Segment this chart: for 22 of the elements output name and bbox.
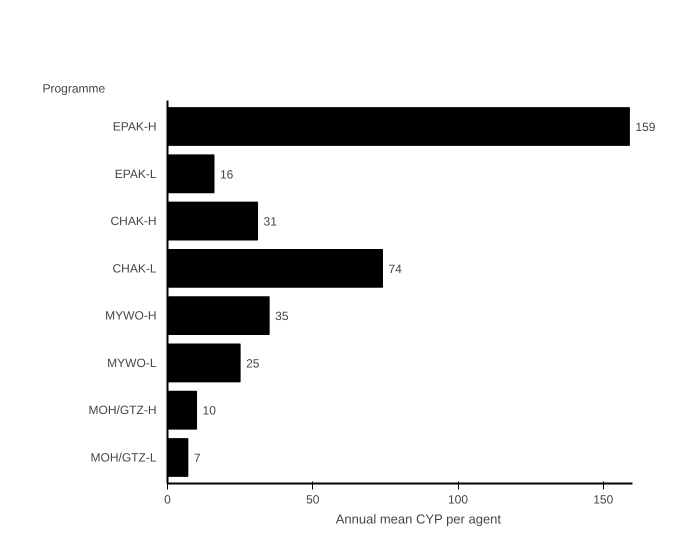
data-label: 74 — [388, 262, 402, 276]
x-tick-label: 0 — [164, 492, 172, 506]
data-label: 159 — [635, 120, 656, 134]
y-tick-label: MOH/GTZ-H — [88, 403, 157, 418]
y-tick-label: MOH/GTZ-L — [90, 450, 157, 464]
x-axis-title: Annual mean CYP per agent — [336, 512, 502, 526]
y-tick-label: EPAK-L — [114, 166, 157, 181]
data-label: 16 — [220, 167, 234, 182]
x-tick-label: 150 — [593, 492, 614, 506]
data-label: 7 — [194, 450, 201, 465]
y-tick-label: EPAK-H — [112, 120, 157, 134]
data-label: 31 — [264, 214, 278, 229]
y-tick-label: MYWO-H — [105, 308, 157, 323]
data-label: 10 — [202, 404, 216, 418]
y-tick-label: CHAK-L — [112, 261, 157, 276]
x-tick-label: 100 — [448, 492, 468, 506]
y-axis-title: Programme — [42, 82, 106, 96]
x-tick-label: 50 — [306, 492, 320, 506]
y-tick-label: CHAK-H — [110, 214, 157, 228]
data-label: 25 — [246, 356, 260, 370]
y-tick-label: MYWO-L — [107, 356, 157, 370]
data-label: 35 — [275, 309, 289, 324]
